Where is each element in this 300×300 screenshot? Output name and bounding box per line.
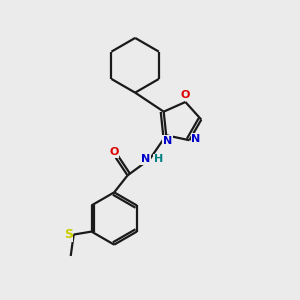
Text: H: H	[154, 154, 163, 164]
Text: S: S	[64, 228, 73, 241]
Text: N: N	[163, 136, 172, 146]
Text: N: N	[141, 154, 150, 164]
Text: O: O	[110, 147, 119, 157]
Text: N: N	[191, 134, 201, 144]
Text: O: O	[181, 91, 190, 100]
